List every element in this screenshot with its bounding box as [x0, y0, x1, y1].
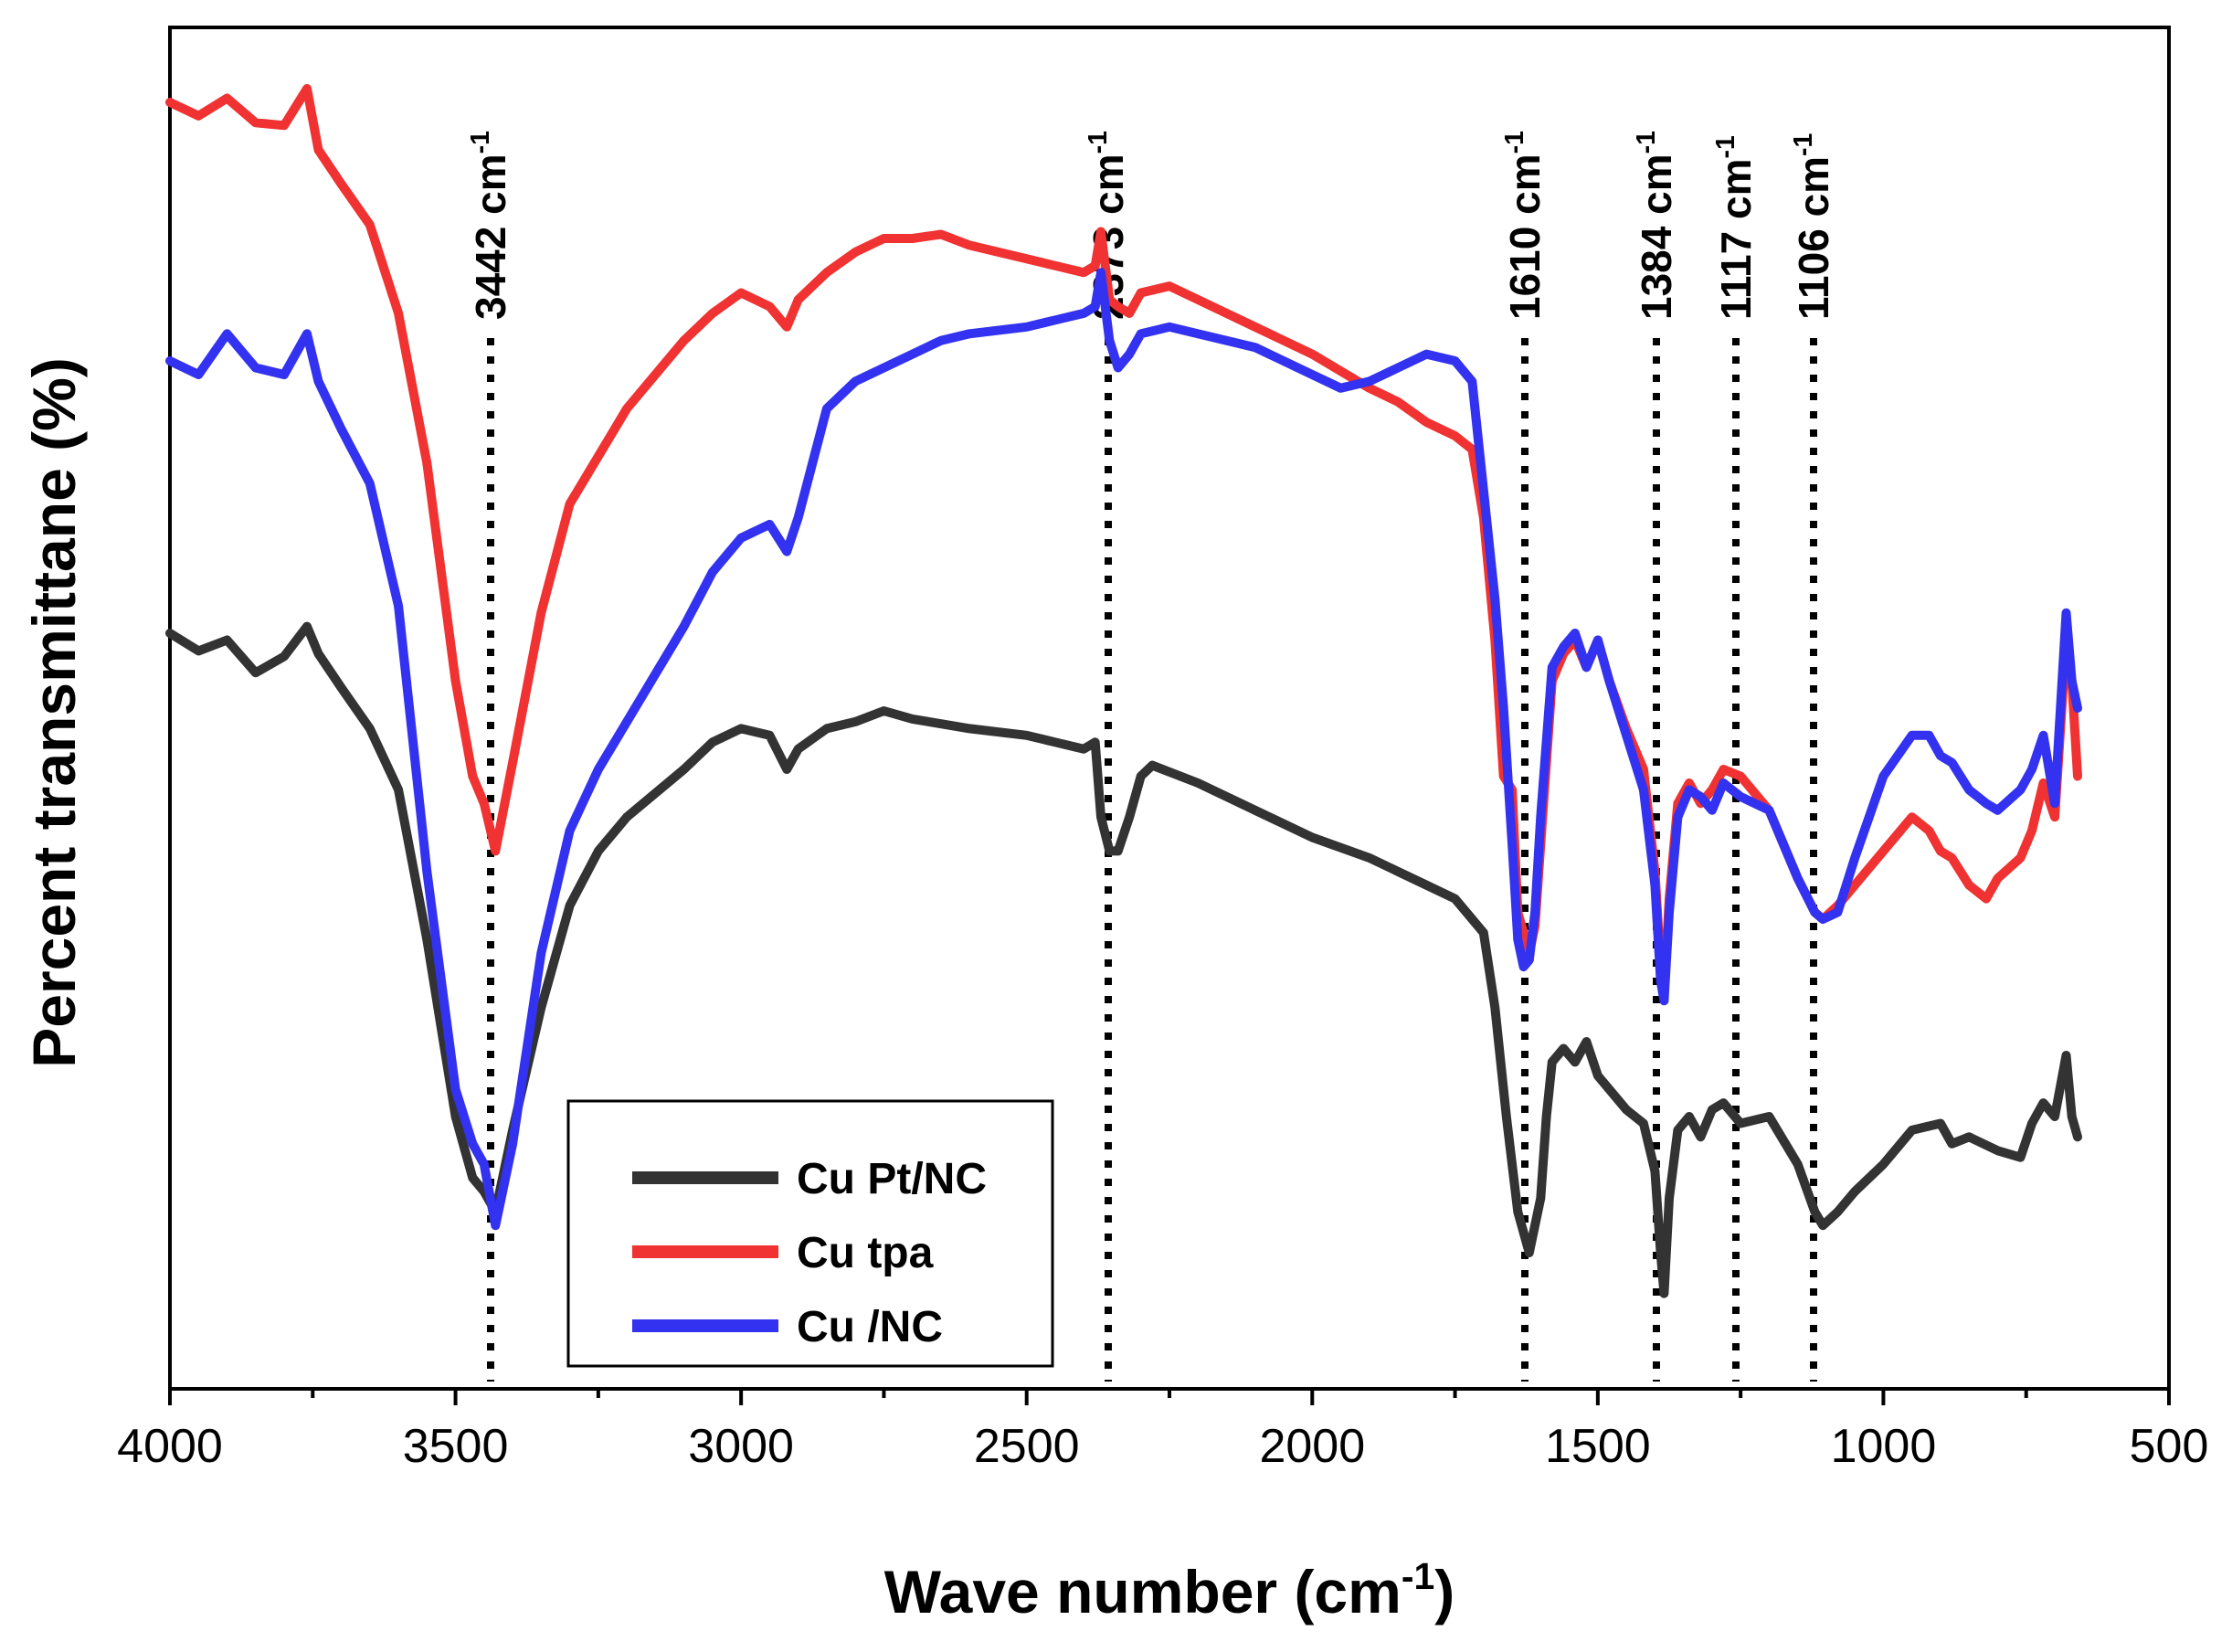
- x-tick-label-1500: 1500: [1545, 1420, 1651, 1473]
- annotation-label-text-1117: 1117 cm: [1712, 158, 1760, 320]
- x-tick-label-3500: 3500: [403, 1420, 509, 1473]
- annotation-label-1384: 1384 cm-1: [1632, 131, 1680, 320]
- x-axis-title-sup: -1: [1402, 1555, 1434, 1597]
- annotation-label-sup-1384: -1: [1632, 131, 1661, 154]
- x-tick-label-1000: 1000: [1831, 1420, 1937, 1473]
- annotation-label-sup-2373: -1: [1084, 131, 1113, 154]
- legend-label-cu-tpa: Cu tpa: [797, 1229, 934, 1277]
- annotation-label-text-1106: 1106 cm: [1790, 156, 1837, 320]
- legend-label-cu-pt-nc: Cu Pt/NC: [797, 1155, 987, 1203]
- x-axis: 4000 3500 3000 2500 2000 1500 1000 500: [117, 1389, 2208, 1473]
- legend-label-cu-nc: Cu /NC: [797, 1303, 943, 1351]
- annotation-label-sup-1610: -1: [1500, 131, 1529, 154]
- annotation-label-1610: 1610 cm-1: [1500, 131, 1549, 320]
- annotation-label-text-3442: 3442 cm: [467, 154, 514, 320]
- x-tick-label-4000: 4000: [117, 1420, 223, 1473]
- series-line-cu-pt-nc: [165, 621, 2082, 1298]
- y-axis-title: Percent transmittane (%): [20, 357, 88, 1068]
- annotation-label-sup-1106: -1: [1789, 132, 1818, 155]
- legend: Cu Pt/NC Cu tpa Cu /NC: [566, 1099, 1054, 1368]
- annotation-label-sup-1117: -1: [1711, 135, 1740, 158]
- series-layer: [165, 84, 2082, 1298]
- annotation-label-text-1384: 1384 cm: [1633, 154, 1680, 320]
- x-tick-label-2500: 2500: [974, 1420, 1080, 1473]
- annotation-label-3442: 3442 cm-1: [466, 131, 514, 320]
- series-line-cu-nc: [165, 268, 2082, 1231]
- x-axis-title-text: Wave number (cm: [884, 1558, 1402, 1626]
- x-tick-label-3000: 3000: [688, 1420, 794, 1473]
- x-axis-title: Wave number (cm-1): [884, 1555, 1455, 1626]
- x-tick-label-2000: 2000: [1259, 1420, 1365, 1473]
- annotation-label-1106: 1106 cm-1: [1789, 132, 1837, 320]
- annotation-label-1117: 1117 cm-1: [1711, 135, 1760, 320]
- annotation-label-text-1610: 1610 cm: [1501, 154, 1549, 320]
- x-axis-title-close: ): [1434, 1558, 1455, 1626]
- annotation-label-sup-3442: -1: [466, 131, 495, 154]
- x-tick-label-500: 500: [2130, 1420, 2209, 1473]
